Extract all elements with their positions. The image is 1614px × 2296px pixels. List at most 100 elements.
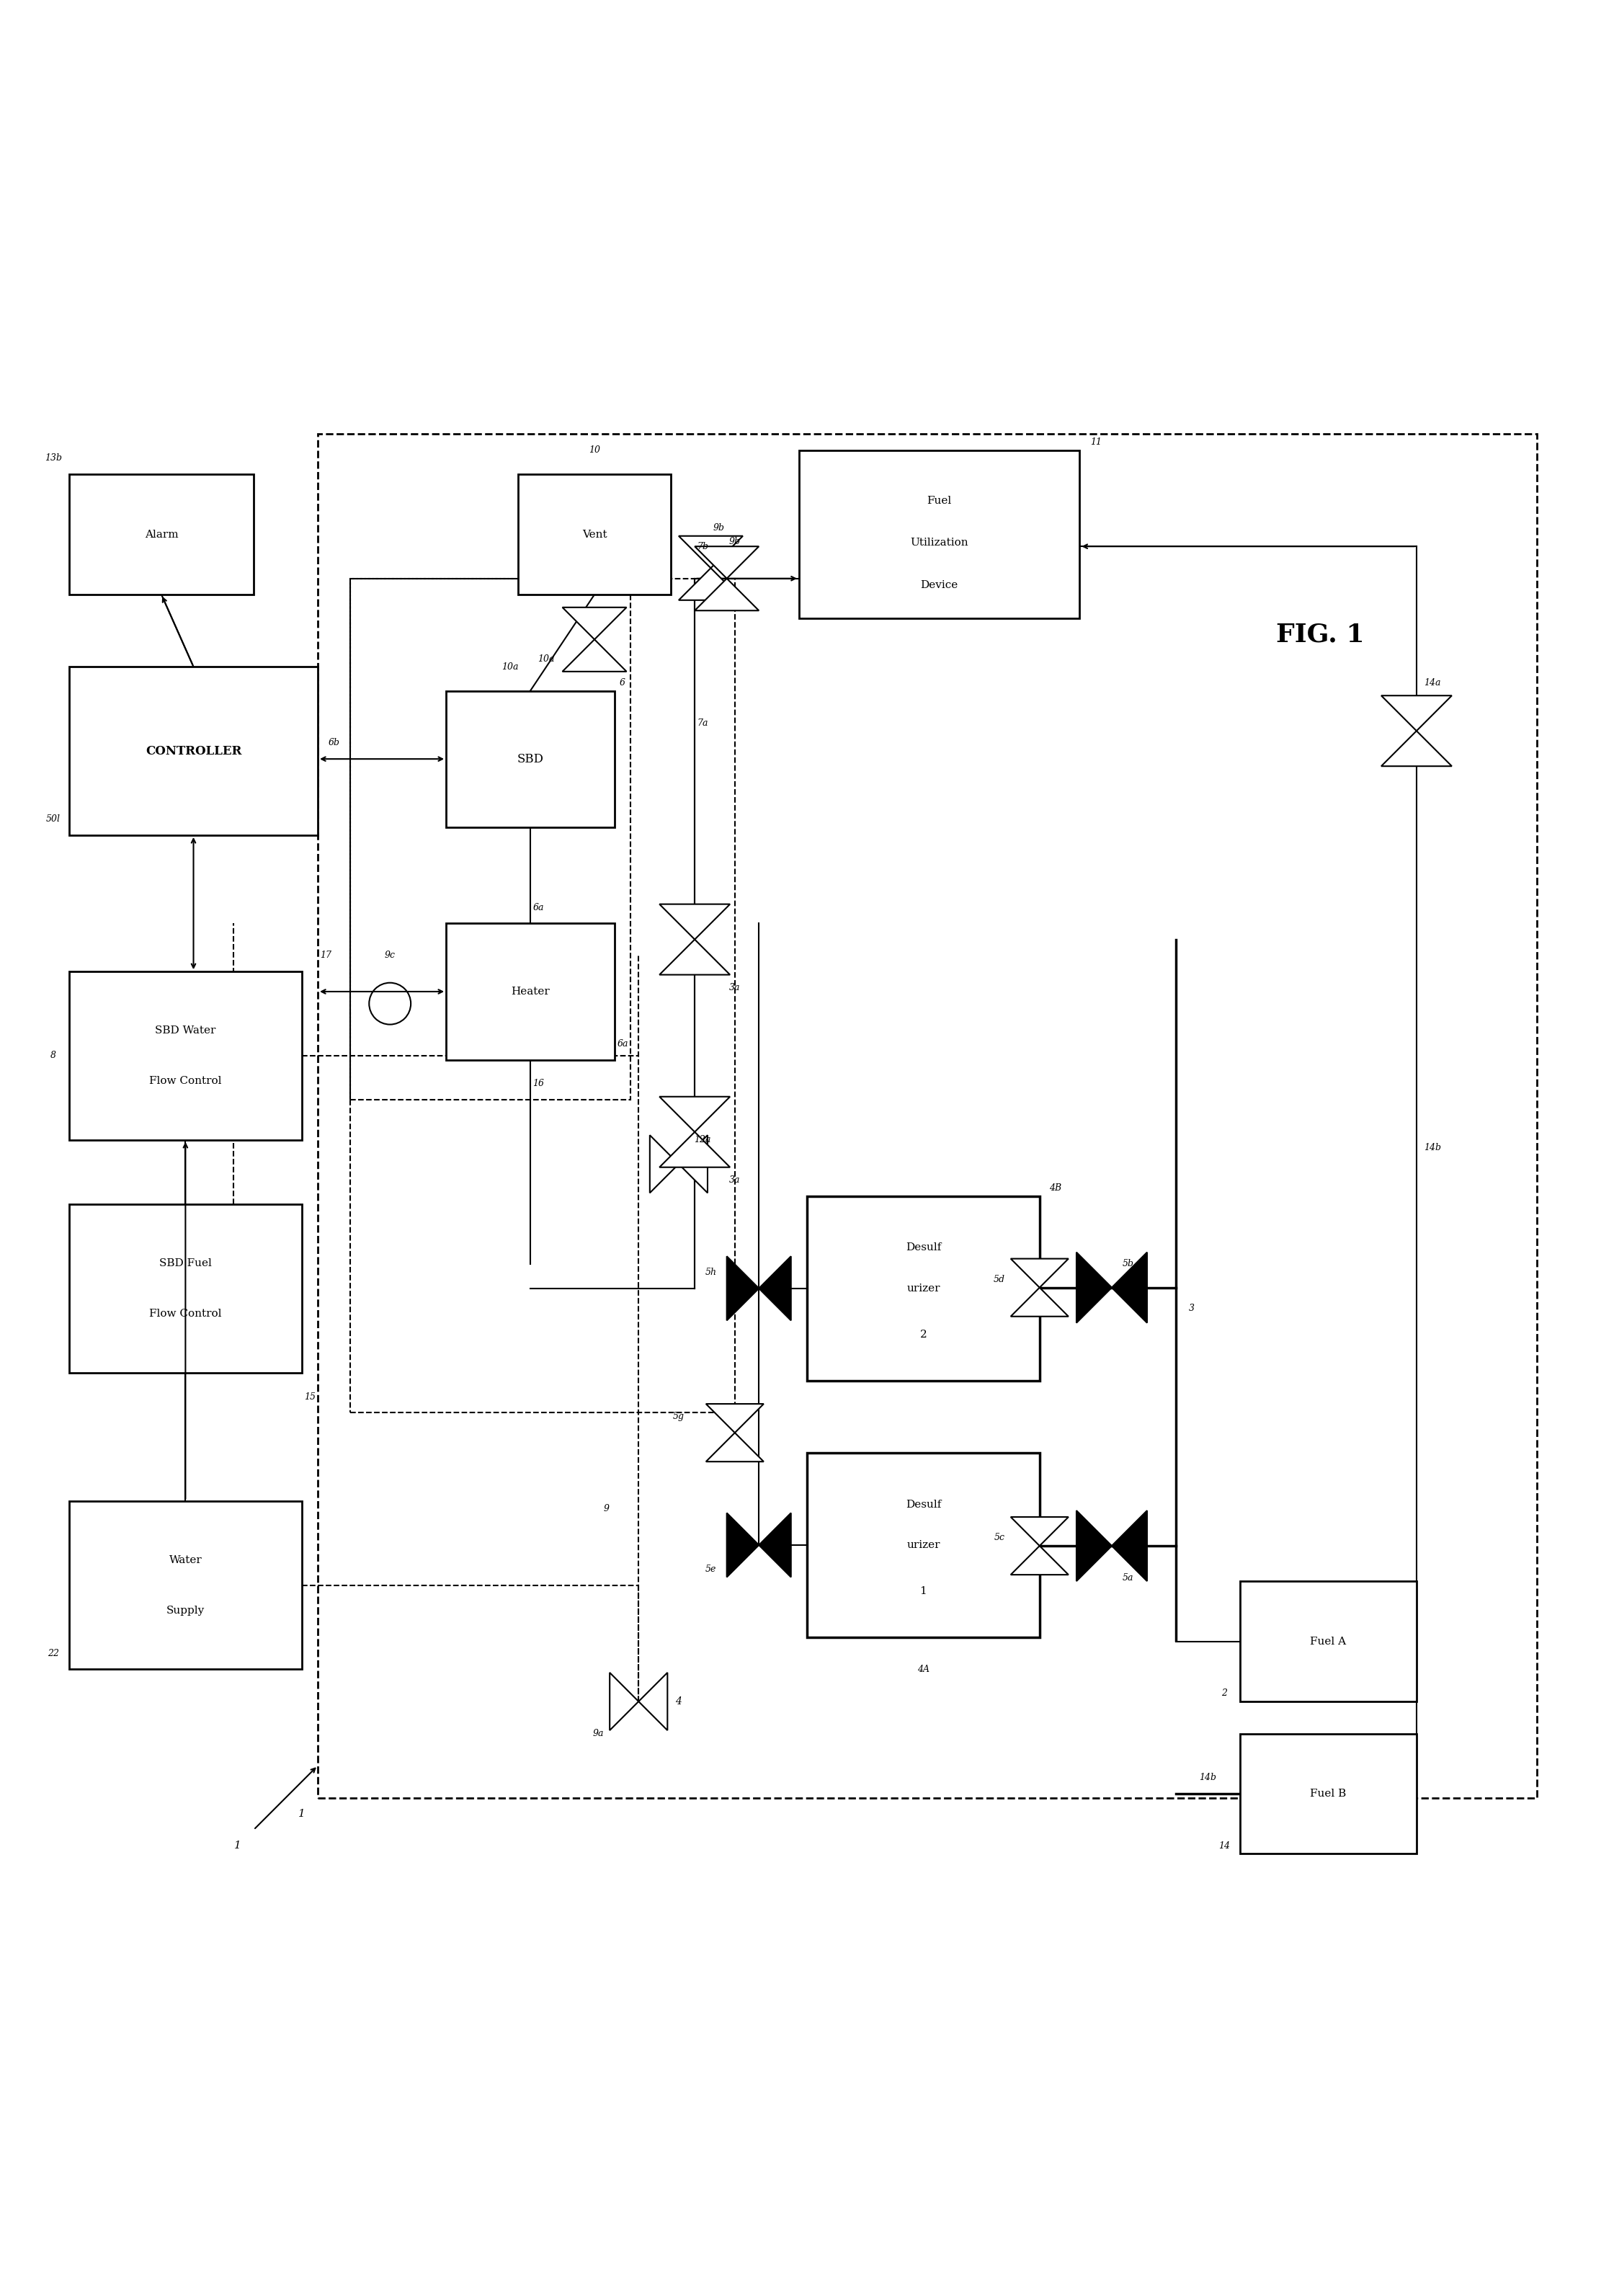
- Text: Fuel A: Fuel A: [1311, 1637, 1346, 1646]
- FancyBboxPatch shape: [69, 475, 253, 595]
- Text: 2: 2: [920, 1329, 926, 1339]
- Polygon shape: [759, 1256, 791, 1320]
- Polygon shape: [678, 535, 742, 567]
- Text: SBD Fuel: SBD Fuel: [160, 1258, 211, 1267]
- Polygon shape: [562, 641, 626, 670]
- Text: 10a: 10a: [502, 661, 518, 670]
- Text: 1: 1: [234, 1841, 240, 1851]
- Text: Water: Water: [169, 1554, 202, 1566]
- Text: 15: 15: [303, 1391, 315, 1401]
- Text: 5g: 5g: [673, 1412, 684, 1421]
- Text: 14: 14: [1219, 1841, 1230, 1851]
- FancyBboxPatch shape: [445, 923, 615, 1061]
- Text: 4A: 4A: [917, 1665, 930, 1674]
- FancyBboxPatch shape: [807, 1196, 1039, 1380]
- Text: 8: 8: [50, 1052, 56, 1061]
- Text: Fuel: Fuel: [926, 496, 952, 505]
- Text: urizer: urizer: [907, 1283, 939, 1293]
- Polygon shape: [1077, 1251, 1112, 1322]
- Polygon shape: [660, 1097, 730, 1132]
- Polygon shape: [705, 1433, 763, 1463]
- FancyBboxPatch shape: [807, 1453, 1039, 1637]
- Polygon shape: [660, 939, 730, 976]
- Text: 9b: 9b: [730, 537, 741, 546]
- Polygon shape: [660, 1132, 730, 1166]
- Polygon shape: [1010, 1258, 1068, 1288]
- Text: Fuel B: Fuel B: [1311, 1789, 1346, 1798]
- Polygon shape: [1077, 1511, 1112, 1582]
- Polygon shape: [650, 1134, 678, 1194]
- Polygon shape: [562, 608, 626, 641]
- Text: 14b: 14b: [1424, 1143, 1441, 1153]
- Text: 3a: 3a: [730, 1176, 741, 1185]
- FancyBboxPatch shape: [1240, 1733, 1417, 1853]
- Polygon shape: [694, 579, 759, 611]
- Polygon shape: [678, 567, 742, 599]
- Text: 10a: 10a: [537, 654, 555, 664]
- Text: 5b: 5b: [1122, 1258, 1133, 1267]
- Polygon shape: [1010, 1545, 1068, 1575]
- Text: Flow Control: Flow Control: [148, 1309, 221, 1318]
- Text: 50l: 50l: [45, 815, 60, 824]
- Text: 17: 17: [320, 951, 331, 960]
- FancyBboxPatch shape: [445, 691, 615, 827]
- Text: 6: 6: [620, 677, 625, 687]
- FancyBboxPatch shape: [69, 1502, 302, 1669]
- Text: 9: 9: [604, 1504, 610, 1513]
- Text: Device: Device: [920, 581, 959, 590]
- Text: 10: 10: [589, 445, 600, 455]
- Text: 2: 2: [1222, 1690, 1227, 1699]
- Text: 13b: 13b: [45, 455, 61, 464]
- Polygon shape: [678, 1134, 707, 1194]
- Polygon shape: [1010, 1288, 1068, 1316]
- Polygon shape: [1112, 1511, 1148, 1582]
- FancyBboxPatch shape: [799, 450, 1080, 618]
- FancyBboxPatch shape: [69, 971, 302, 1141]
- Text: 5d: 5d: [994, 1274, 1006, 1283]
- Text: 6a: 6a: [533, 902, 544, 912]
- Polygon shape: [726, 1256, 759, 1320]
- Text: SBD: SBD: [516, 753, 544, 765]
- Text: 22: 22: [47, 1649, 58, 1658]
- Text: 1: 1: [920, 1587, 926, 1596]
- Text: 5e: 5e: [705, 1564, 717, 1573]
- Text: Desulf: Desulf: [905, 1242, 941, 1254]
- Text: 6a: 6a: [617, 1040, 628, 1049]
- Text: 4B: 4B: [1049, 1182, 1062, 1194]
- Text: CONTROLLER: CONTROLLER: [145, 744, 242, 758]
- Text: Heater: Heater: [512, 987, 550, 996]
- Text: 3: 3: [1190, 1304, 1194, 1313]
- Text: Flow Control: Flow Control: [148, 1077, 221, 1086]
- Text: 6b: 6b: [328, 739, 339, 748]
- Text: 3a: 3a: [730, 983, 741, 992]
- Polygon shape: [705, 1403, 763, 1433]
- Polygon shape: [726, 1513, 759, 1577]
- Text: FIG. 1: FIG. 1: [1277, 622, 1364, 647]
- FancyBboxPatch shape: [518, 475, 671, 595]
- Text: 5h: 5h: [705, 1267, 717, 1277]
- Text: 9a: 9a: [592, 1729, 604, 1738]
- FancyBboxPatch shape: [69, 1203, 302, 1373]
- Text: 12a: 12a: [694, 1134, 712, 1146]
- Polygon shape: [1382, 696, 1453, 730]
- Text: Utilization: Utilization: [910, 537, 968, 549]
- Text: 4: 4: [676, 1697, 681, 1706]
- Polygon shape: [610, 1671, 639, 1731]
- Polygon shape: [1010, 1518, 1068, 1545]
- Text: 1: 1: [299, 1809, 305, 1818]
- Text: 7b: 7b: [697, 542, 709, 551]
- Text: SBD Water: SBD Water: [155, 1026, 216, 1035]
- Polygon shape: [639, 1671, 668, 1731]
- Text: 16: 16: [533, 1079, 544, 1088]
- Polygon shape: [1112, 1251, 1148, 1322]
- Text: 14b: 14b: [1199, 1773, 1217, 1782]
- Text: 9b: 9b: [713, 523, 725, 533]
- Text: Supply: Supply: [166, 1605, 205, 1616]
- Text: 5a: 5a: [1122, 1573, 1133, 1582]
- Polygon shape: [759, 1513, 791, 1577]
- Text: urizer: urizer: [907, 1541, 939, 1550]
- Text: Desulf: Desulf: [905, 1499, 941, 1508]
- Polygon shape: [660, 905, 730, 939]
- Text: Vent: Vent: [583, 530, 607, 540]
- Text: 14a: 14a: [1424, 677, 1441, 687]
